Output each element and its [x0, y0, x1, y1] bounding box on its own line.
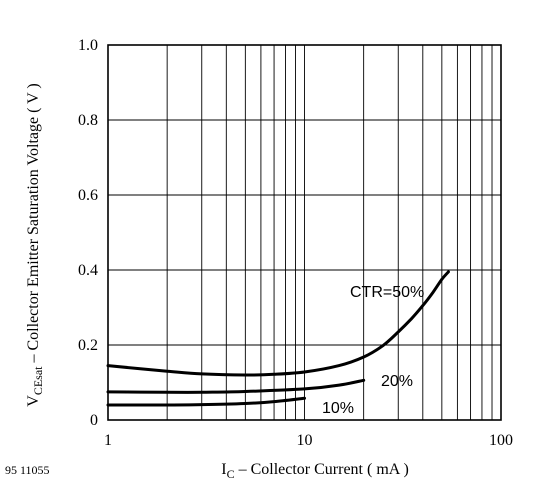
series-line-ctr-20	[106, 378, 366, 394]
grid	[108, 45, 501, 420]
curve-label-ctr-10: 10%	[322, 400, 354, 417]
curve-label-ctr-20: 20%	[381, 373, 413, 390]
tick-labels: 0 0.2 0.4 0.6 0.8 1.0 1 10 100	[78, 37, 513, 449]
y-tick-label: 1.0	[78, 37, 98, 54]
y-axis-title-symbol: V	[25, 395, 42, 407]
x-axis-title: IC – Collector Current ( mA )	[221, 461, 409, 481]
x-axis-title-text: – Collector Current ( mA )	[235, 461, 409, 478]
x-tick-label: 1	[104, 432, 112, 449]
x-tick-label: 10	[297, 432, 313, 449]
curve-label-ctr-50: CTR=50%	[350, 284, 424, 301]
series-line-ctr-10	[106, 396, 306, 407]
y-tick-label: 0	[90, 412, 98, 429]
series-line-ctr-50	[106, 270, 450, 377]
figure-number: 95 11055	[5, 463, 50, 477]
y-axis-title-text: – Collector Emitter Saturation Voltage (…	[25, 83, 42, 366]
x-tick-label: 100	[489, 432, 513, 449]
y-axis-title: VCEsat – Collector Emitter Saturation Vo…	[25, 83, 45, 406]
x-axis-title-symbol: I	[221, 461, 226, 478]
series-layer	[106, 270, 450, 407]
y-axis-title-subscript: CEsat	[31, 366, 45, 395]
y-tick-label: 0.2	[78, 337, 98, 354]
y-tick-label: 0.8	[78, 112, 98, 129]
x-axis-title-subscript: C	[227, 467, 235, 481]
plot-frame	[107, 44, 502, 421]
curve-labels: CTR=50% 20% 10%	[322, 284, 424, 417]
y-tick-label: 0.4	[78, 262, 98, 279]
y-tick-label: 0.6	[78, 187, 98, 204]
